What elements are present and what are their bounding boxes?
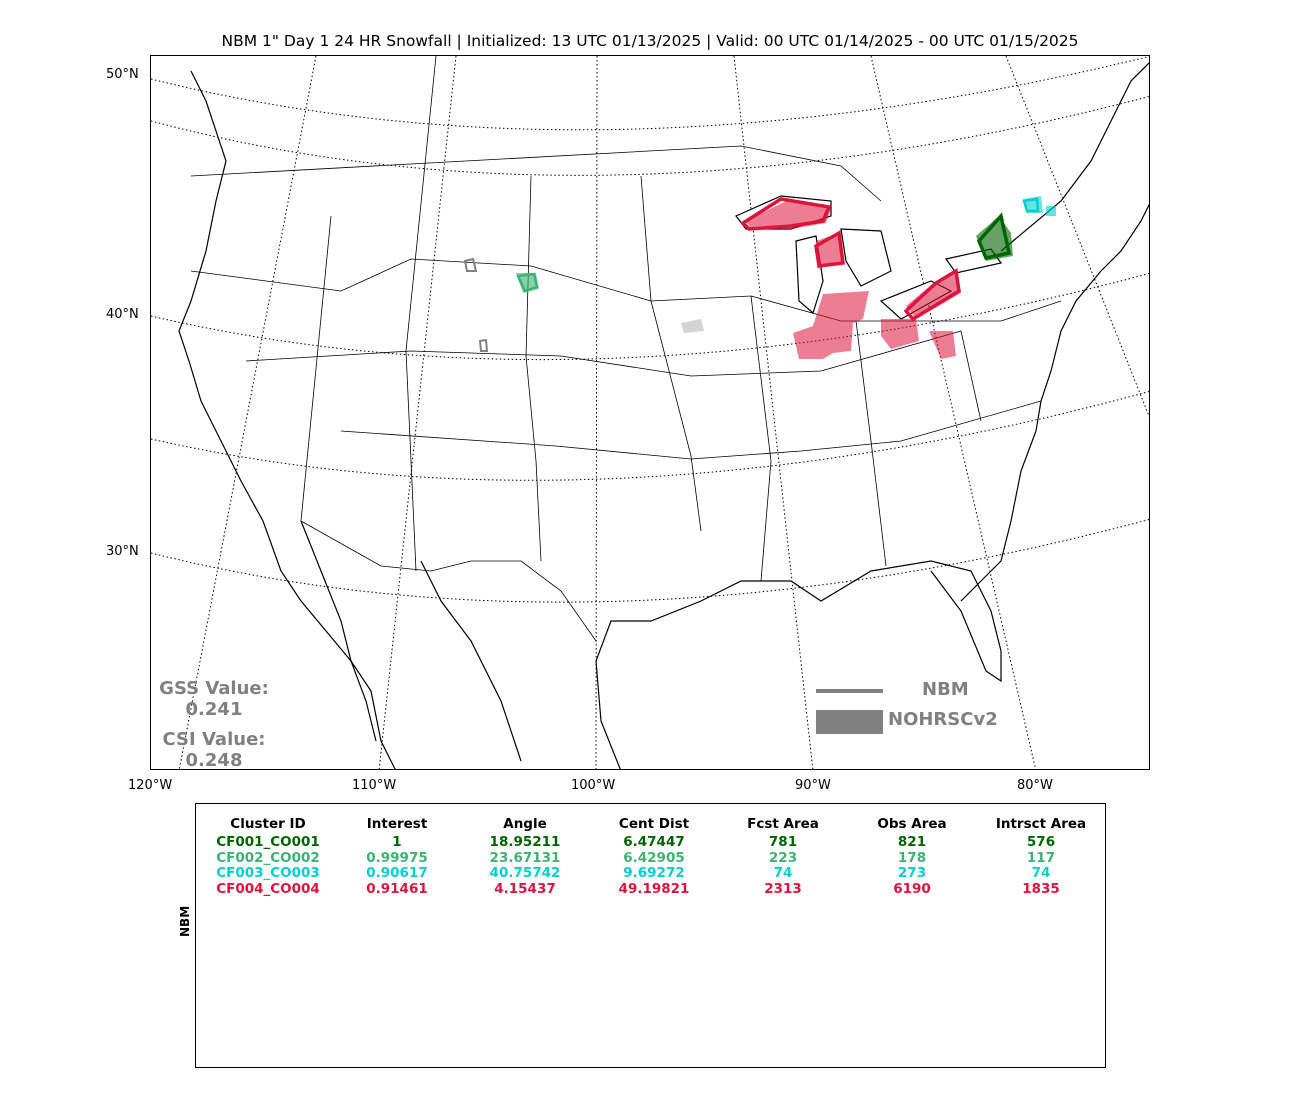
legend-fill-swatch: [816, 710, 883, 734]
lon-label-110: 110°W: [352, 778, 396, 793]
cell-obs-area: 178: [898, 850, 926, 866]
cell-fcst-area: 223: [769, 850, 797, 866]
meridian-70w: [1006, 56, 1150, 421]
cell-obs-area: 6190: [893, 881, 931, 897]
lat-label-30: 30°N: [106, 544, 139, 559]
border-col-6: [856, 321, 886, 566]
parallel-35n: [151, 391, 1150, 480]
cell-intrsct-area: 1835: [1022, 881, 1060, 897]
meridian-80w: [871, 56, 1036, 770]
mexico-east: [596, 661, 621, 770]
col-header-cluster-id: Cluster ID: [230, 816, 305, 832]
cell-cluster-id: CF004_CO004: [216, 881, 320, 897]
border-col-1: [301, 216, 331, 521]
cell-cent-dist: 49.19821: [619, 881, 690, 897]
col-header-obs-area: Obs Area: [877, 816, 946, 832]
cell-intrsct-area: 576: [1027, 834, 1055, 850]
cell-cluster-id: CF001_CO001: [216, 834, 320, 850]
obs-unmatched-iowa: [681, 319, 704, 333]
col-header-fcst-area: Fcst Area: [747, 816, 819, 832]
obs-cluster-cf003-b: [1046, 206, 1056, 216]
cell-cent-dist: 6.47447: [623, 834, 685, 850]
cell-cluster-id: CF003_CO003: [216, 865, 320, 881]
cell-interest: 0.90617: [366, 865, 428, 881]
meridian-110w: [379, 56, 456, 770]
lon-label-120: 120°W: [128, 778, 172, 793]
col-header-cent-dist: Cent Dist: [619, 816, 689, 832]
map-panel: [150, 55, 1150, 770]
border-row-3: [341, 401, 1041, 459]
us-mexico-border: [301, 521, 596, 641]
meridian-120w: [179, 56, 316, 770]
gss-label: GSS Value:: [152, 679, 276, 699]
cell-cent-dist: 9.69272: [623, 865, 685, 881]
obs-cluster-cf004-ohio: [929, 331, 956, 359]
csi-value: 0.248: [152, 751, 276, 771]
cell-interest: 0.99975: [366, 850, 428, 866]
col-header-interest: Interest: [367, 816, 428, 832]
lake-huron: [841, 229, 891, 286]
legend-nbm-label: NBM: [922, 679, 969, 700]
gss-value: 0.241: [152, 700, 276, 720]
border-col-2: [406, 56, 436, 571]
cell-fcst-area: 2313: [764, 881, 802, 897]
lon-label-80: 80°W: [1017, 778, 1053, 793]
maritimes: [1001, 61, 1150, 251]
fcst-unmatched-wyoming: [465, 259, 476, 271]
csi-label: CSI Value:: [152, 730, 276, 750]
coastlines: [179, 61, 1150, 770]
legend-nohrsc-label: NOHRSCv2: [888, 709, 998, 730]
cell-interest: 0.91461: [366, 881, 428, 897]
cell-interest: 1: [392, 834, 401, 850]
cell-intrsct-area: 74: [1032, 865, 1051, 881]
parallel-30n: [151, 519, 1150, 602]
table-side-label: NBM: [178, 906, 192, 937]
west-coast: [179, 71, 396, 770]
border-col-5: [751, 296, 771, 581]
lat-label-50: 50°N: [106, 67, 139, 82]
meridian-90w: [734, 56, 813, 770]
mexico-west: [421, 561, 521, 761]
lat-label-40: 40°N: [106, 307, 139, 322]
cell-fcst-area: 74: [774, 865, 793, 881]
cell-angle: 4.15437: [494, 881, 556, 897]
cell-fcst-area: 781: [769, 834, 797, 850]
cell-cluster-id: CF002_CO002: [216, 850, 320, 866]
parallel-50n: [151, 56, 1150, 130]
cell-intrsct-area: 117: [1027, 850, 1055, 866]
border-row-2: [246, 331, 961, 376]
political-borders: [191, 56, 1061, 641]
canada-border: [191, 146, 881, 201]
baja-inner: [301, 521, 376, 741]
map-title: NBM 1" Day 1 24 HR Snowfall | Initialize…: [150, 32, 1150, 50]
cell-angle: 18.95211: [490, 834, 561, 850]
cell-angle: 23.67131: [490, 850, 561, 866]
lon-label-100: 100°W: [571, 778, 615, 793]
cell-cent-dist: 6.42905: [623, 850, 685, 866]
cell-obs-area: 273: [898, 865, 926, 881]
cell-angle: 40.75742: [490, 865, 561, 881]
basemap: [151, 56, 1150, 770]
fcst-unmatched-colorado: [480, 340, 487, 351]
col-header-intrsct-area: Intrsct Area: [996, 816, 1086, 832]
border-col-7: [961, 331, 981, 421]
cell-obs-area: 821: [898, 834, 926, 850]
border-col-3: [526, 176, 541, 561]
lon-label-90: 90°W: [795, 778, 831, 793]
col-header-angle: Angle: [503, 816, 547, 832]
gulf-coast: [596, 561, 1001, 681]
